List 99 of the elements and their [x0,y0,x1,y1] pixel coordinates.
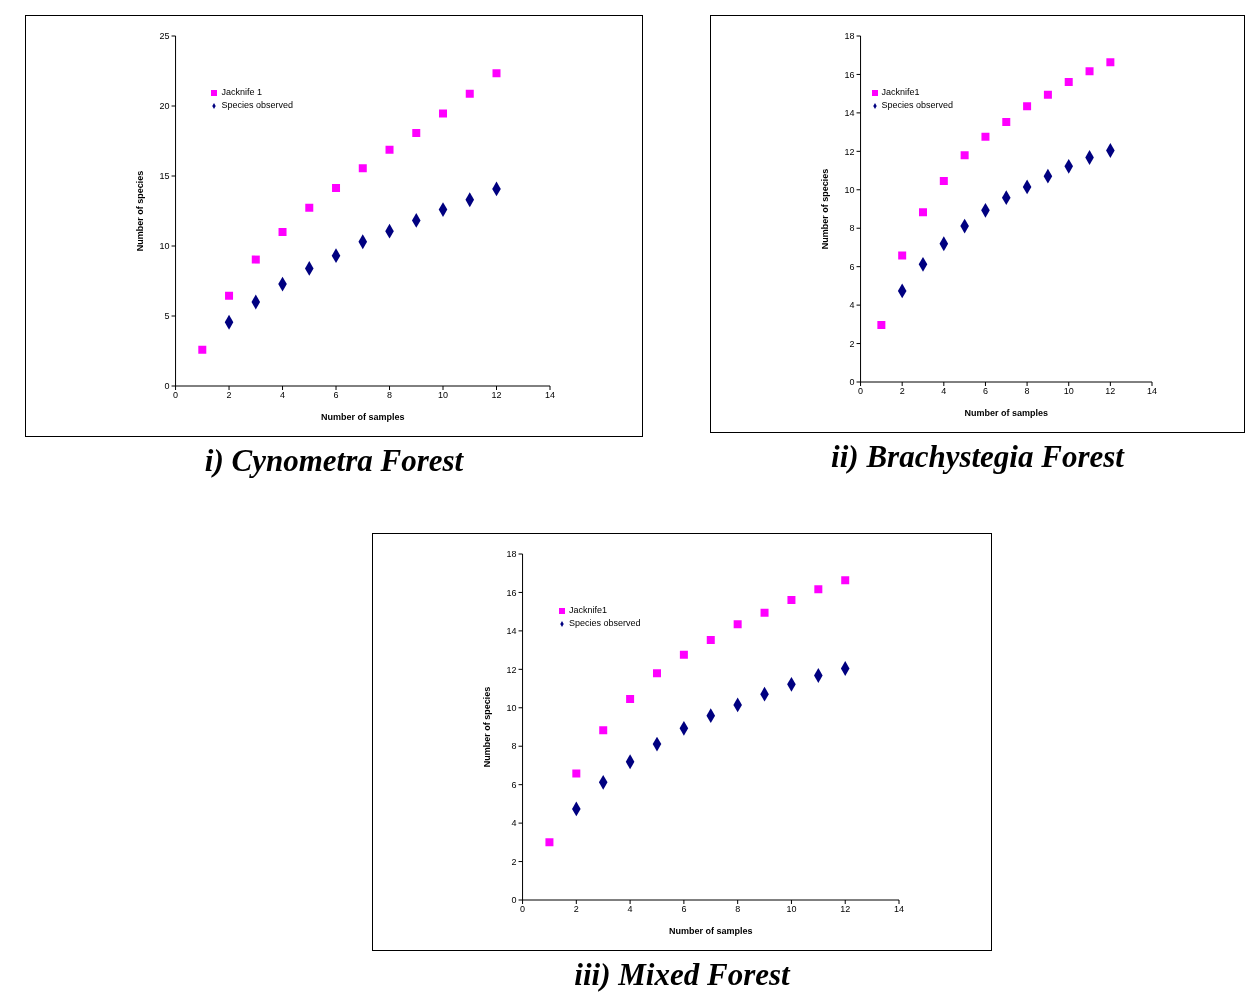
point [626,694,635,703]
point [358,164,367,173]
x-tick-label: 4 [627,904,633,915]
point [385,145,394,154]
y-tick-label: 25 [159,31,170,42]
point [1085,67,1094,76]
point [1043,90,1052,99]
y-tick-label: 14 [844,108,855,119]
point [465,89,474,98]
x-tick-label: 10 [438,390,449,401]
point [1023,102,1032,111]
point [251,255,260,264]
point [706,636,715,645]
point [1064,77,1073,86]
point [679,650,688,659]
point [814,585,823,594]
y-tick-label: 0 [511,895,517,906]
y-tick-label: 4 [849,300,855,311]
y-axis-title: Number of species [134,170,145,252]
x-tick-label: 4 [280,390,286,401]
y-tick-label: 6 [511,779,517,790]
y-tick-label: 10 [844,184,855,195]
point [439,109,448,118]
x-tick-label: 0 [520,904,526,915]
y-tick-label: 0 [849,377,855,388]
y-tick-label: 2 [849,338,855,349]
legend-label: Jacknife1 [881,87,920,97]
x-tick-label: 14 [544,390,556,401]
x-tick-label: 4 [941,386,947,397]
x-tick-label: 12 [1105,386,1116,397]
x-axis-title: Number of samples [669,926,753,936]
point [225,291,234,300]
point [412,129,421,138]
x-tick-label: 14 [1146,386,1158,397]
point [787,595,796,604]
x-tick-label: 10 [1063,386,1074,397]
y-axis-title: Number of species [819,168,830,250]
point [492,69,501,78]
x-tick-label: 0 [173,390,179,401]
x-tick-label: 6 [982,386,988,397]
y-tick-label: 8 [511,741,517,752]
y-tick-label: 15 [159,171,170,182]
legend-label: Species observed [569,618,641,628]
point [198,345,207,354]
point [981,132,990,141]
point [1002,118,1011,127]
text: ii) Brachystegia Forest [830,439,1126,475]
point [960,151,969,160]
point [278,228,287,236]
y-tick-label: 14 [506,626,517,637]
x-tick-label: 8 [387,390,393,401]
y-tick-label: 5 [164,311,170,322]
point [572,769,581,778]
x-tick-label: 0 [858,386,864,397]
point [733,620,742,629]
x-tick-label: 12 [491,390,502,401]
y-tick-label: 16 [506,587,517,598]
y-tick-label: 16 [844,69,855,80]
point [919,208,927,217]
x-tick-label: 10 [786,904,797,915]
point [305,203,314,212]
x-tick-label: 2 [899,386,905,397]
y-tick-label: 20 [159,101,170,112]
point [760,608,769,617]
point [841,576,850,585]
legend-label: Jacknife1 [569,605,608,615]
x-tick-label: 14 [893,904,905,915]
x-tick-label: 8 [1024,386,1030,397]
y-tick-label: 6 [849,261,855,272]
y-tick-label: 4 [511,818,517,829]
legend-label: Jacknife 1 [221,87,262,97]
point [545,838,554,847]
y-axis-title: Number of species [481,686,492,768]
point [652,669,661,678]
x-tick-label: 2 [573,904,579,915]
x-tick-label: 6 [333,390,339,401]
x-tick-label: 6 [681,904,687,915]
y-tick-label: 12 [844,146,855,157]
legend-label: Species observed [881,100,954,110]
x-axis-title: Number of samples [321,412,405,422]
point [1106,58,1115,67]
y-tick-label: 10 [506,702,517,713]
text: i) Cynometra Forest [203,443,465,479]
y-tick-label: 12 [506,664,517,675]
y-tick-label: 18 [506,549,517,560]
point [332,183,341,192]
x-tick-label: 2 [226,390,232,401]
point [898,251,907,260]
y-tick-label: 18 [844,31,855,42]
y-tick-label: 2 [511,856,517,867]
y-tick-label: 8 [849,223,855,234]
x-tick-label: 8 [735,904,741,915]
y-tick-label: 10 [159,241,170,252]
point [877,321,886,330]
legend-label: Species observed [221,100,293,110]
point [939,176,948,185]
point [599,726,608,735]
x-axis-title: Number of samples [964,408,1049,418]
text: iii) Mixed Forest [573,957,792,993]
